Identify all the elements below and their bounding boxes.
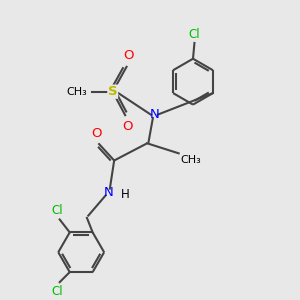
Text: O: O <box>91 128 101 140</box>
Text: N: N <box>149 108 159 121</box>
Text: CH₃: CH₃ <box>180 155 201 165</box>
Text: N: N <box>103 185 113 199</box>
Text: CH₃: CH₃ <box>66 87 87 97</box>
Text: S: S <box>108 85 118 98</box>
Text: Cl: Cl <box>189 28 200 41</box>
Text: H: H <box>121 188 130 201</box>
Text: Cl: Cl <box>52 285 64 298</box>
Text: O: O <box>123 50 134 62</box>
Text: O: O <box>123 120 133 134</box>
Text: Cl: Cl <box>52 204 64 217</box>
